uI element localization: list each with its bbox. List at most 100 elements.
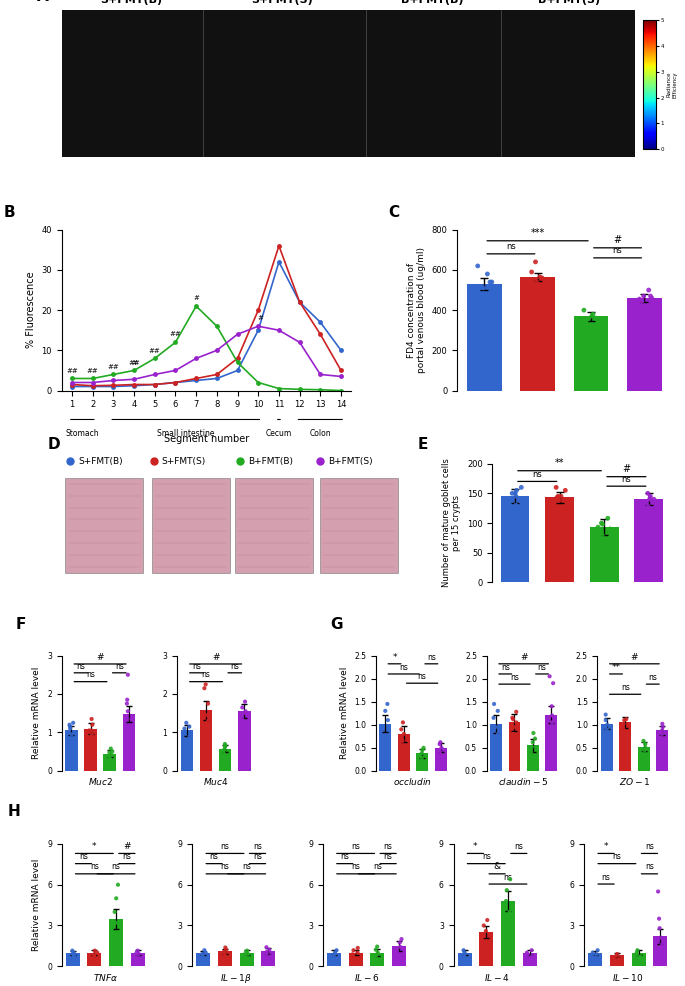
- X-axis label: $\it{Muc 2}$: $\it{Muc 2}$: [88, 776, 113, 788]
- Point: [539, 272, 550, 288]
- Bar: [627, 298, 662, 390]
- Point: [219, 741, 229, 757]
- Point: [107, 743, 118, 759]
- Bar: [261, 951, 275, 966]
- Point: [501, 893, 512, 909]
- Y-axis label: Relative mRNA level: Relative mRNA level: [32, 859, 42, 951]
- Bar: [545, 498, 574, 583]
- Point: [643, 298, 654, 314]
- Bar: [238, 711, 251, 771]
- Point: [611, 948, 622, 963]
- Point: [587, 945, 598, 960]
- Point: [434, 743, 445, 759]
- Bar: [379, 724, 391, 771]
- Text: F: F: [16, 617, 26, 632]
- Point: [654, 730, 665, 745]
- Point: [372, 939, 383, 954]
- Bar: [219, 748, 232, 771]
- Point: [508, 726, 519, 741]
- Text: #: #: [258, 316, 263, 321]
- Point: [261, 940, 272, 955]
- Point: [526, 264, 537, 280]
- Point: [488, 696, 499, 712]
- Bar: [392, 946, 406, 966]
- Point: [417, 742, 428, 758]
- Point: [478, 918, 489, 934]
- Legend: S+FMT(B), S+FMT(S), B+FMT(B), B+FMT(S): S+FMT(B), S+FMT(S), B+FMT(B), B+FMT(S): [680, 279, 685, 341]
- Bar: [653, 937, 667, 966]
- Point: [238, 717, 249, 733]
- Point: [631, 945, 642, 960]
- Point: [348, 943, 359, 958]
- Text: B+FMT(S): B+FMT(S): [538, 0, 600, 6]
- Text: C: C: [388, 205, 400, 220]
- Bar: [610, 955, 624, 966]
- Point: [221, 749, 232, 765]
- Bar: [458, 952, 472, 966]
- Text: ns: ns: [221, 863, 229, 872]
- Y-axis label: FD4 concentration of
portal venous blood (ug/ml): FD4 concentration of portal venous blood…: [407, 247, 426, 373]
- Text: D: D: [48, 437, 60, 452]
- Text: ns: ns: [351, 863, 360, 872]
- Point: [200, 945, 211, 960]
- Bar: [200, 710, 212, 771]
- Point: [68, 715, 79, 731]
- Point: [500, 915, 511, 931]
- Point: [590, 324, 601, 340]
- Point: [551, 490, 562, 506]
- Text: ns: ns: [112, 863, 121, 872]
- Point: [131, 945, 142, 960]
- Point: [266, 949, 277, 964]
- Point: [121, 696, 132, 712]
- Bar: [240, 952, 253, 966]
- Point: [203, 721, 214, 737]
- Text: ns: ns: [538, 663, 547, 671]
- Text: ns: ns: [532, 470, 542, 479]
- Point: [646, 290, 657, 306]
- Text: **: **: [612, 663, 621, 671]
- Point: [511, 704, 522, 720]
- Point: [618, 721, 629, 737]
- Point: [578, 303, 589, 318]
- Point: [645, 488, 656, 504]
- Point: [656, 726, 667, 741]
- Point: [84, 731, 95, 746]
- Point: [396, 722, 407, 738]
- Bar: [87, 952, 101, 966]
- Point: [220, 738, 231, 753]
- Point: [507, 485, 518, 501]
- Point: [65, 719, 76, 735]
- Point: [400, 742, 411, 758]
- Point: [381, 729, 392, 744]
- Bar: [523, 952, 537, 966]
- Point: [560, 482, 571, 498]
- Point: [237, 699, 248, 715]
- Point: [581, 313, 592, 328]
- Point: [238, 705, 249, 721]
- Point: [510, 497, 521, 513]
- Bar: [545, 715, 557, 771]
- Text: ##: ##: [149, 347, 161, 354]
- Bar: [218, 951, 232, 966]
- Point: [459, 947, 470, 962]
- Text: ns: ns: [86, 670, 95, 679]
- Text: ns: ns: [192, 662, 201, 670]
- Point: [64, 717, 75, 733]
- Text: B+FMT(S): B+FMT(S): [328, 457, 373, 465]
- Point: [67, 943, 78, 958]
- Point: [122, 692, 133, 708]
- Point: [261, 946, 272, 961]
- Text: ns: ns: [482, 852, 490, 861]
- Point: [179, 721, 190, 737]
- Point: [68, 947, 79, 962]
- Point: [240, 703, 251, 719]
- Point: [397, 715, 408, 731]
- Point: [418, 753, 429, 769]
- Point: [480, 923, 491, 939]
- Point: [377, 719, 388, 735]
- Point: [84, 723, 95, 739]
- Bar: [501, 901, 515, 966]
- Point: [526, 943, 537, 958]
- Point: [435, 746, 446, 762]
- Bar: [371, 952, 384, 966]
